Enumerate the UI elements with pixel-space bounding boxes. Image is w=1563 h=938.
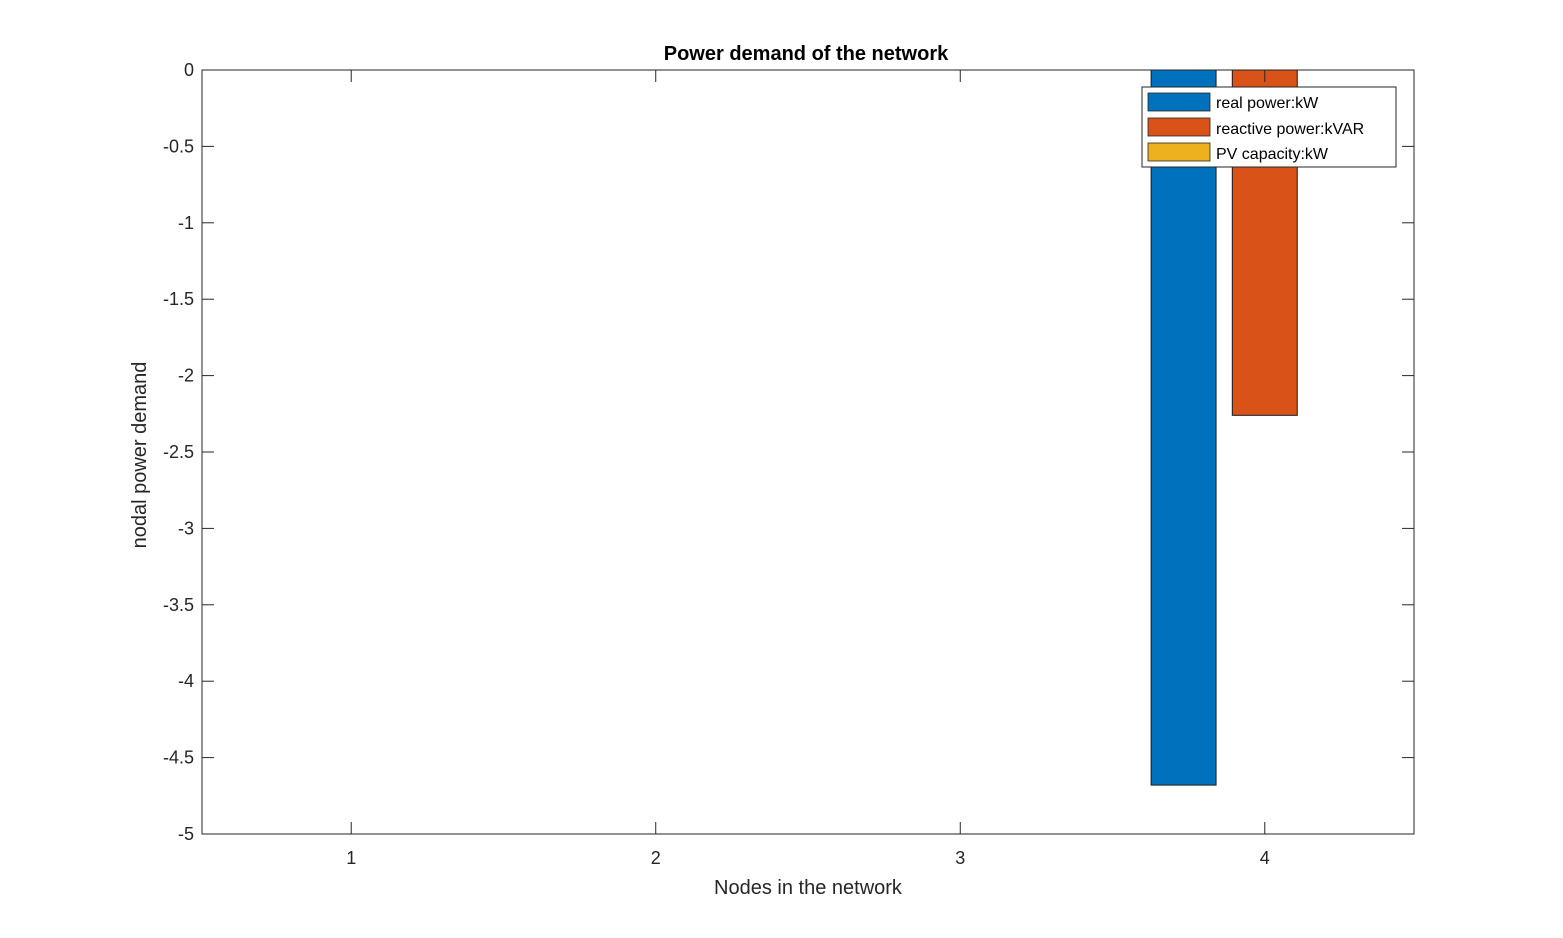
y-tick-label: -1.5 (163, 289, 194, 309)
ticks-layer (202, 69, 1414, 835)
y-tick-label: 0 (184, 60, 194, 80)
y-tick-label: -1 (178, 213, 194, 233)
legend-label-real-power: real power:kW (1216, 95, 1319, 112)
y-tick-label: -4.5 (163, 748, 194, 768)
x-axis-label: Nodes in the network (714, 877, 903, 899)
y-tick-label: -2 (178, 366, 194, 386)
y-tick-label: -3.5 (163, 595, 194, 615)
legend-swatch-real-power (1147, 92, 1211, 112)
y-tick-label: -5 (178, 824, 194, 844)
x-tick-label: 1 (346, 848, 356, 868)
y-tick-label: -2.5 (163, 442, 194, 462)
y-tick-label: -0.5 (163, 136, 194, 156)
legend-swatch-reactive-power (1147, 117, 1211, 137)
bar-real-power-node-4 (1150, 69, 1217, 786)
x-tick-label: 3 (955, 848, 965, 868)
legend-label-pv-capacity: PV capacity:kW (1216, 146, 1329, 163)
legend: real power:kW reactive power:kVAR PV cap… (1141, 86, 1397, 168)
legend-label-reactive-power: reactive power:kVAR (1216, 121, 1364, 138)
y-axis-label: nodal power demand (129, 362, 151, 549)
chart-title: Power demand of the network (664, 43, 949, 65)
tick-labels-layer: 0 -0.5 -1 -1.5 -2 -2.5 -3 -3.5 -4 -4.5 -5 1 2 3 4 (163, 60, 1270, 868)
x-tick-label: 2 (651, 848, 661, 868)
x-tick-label: 4 (1260, 848, 1270, 868)
legend-swatch-pv-capacity (1147, 142, 1211, 162)
y-tick-label: -3 (178, 518, 194, 538)
y-tick-label: -4 (178, 671, 194, 691)
